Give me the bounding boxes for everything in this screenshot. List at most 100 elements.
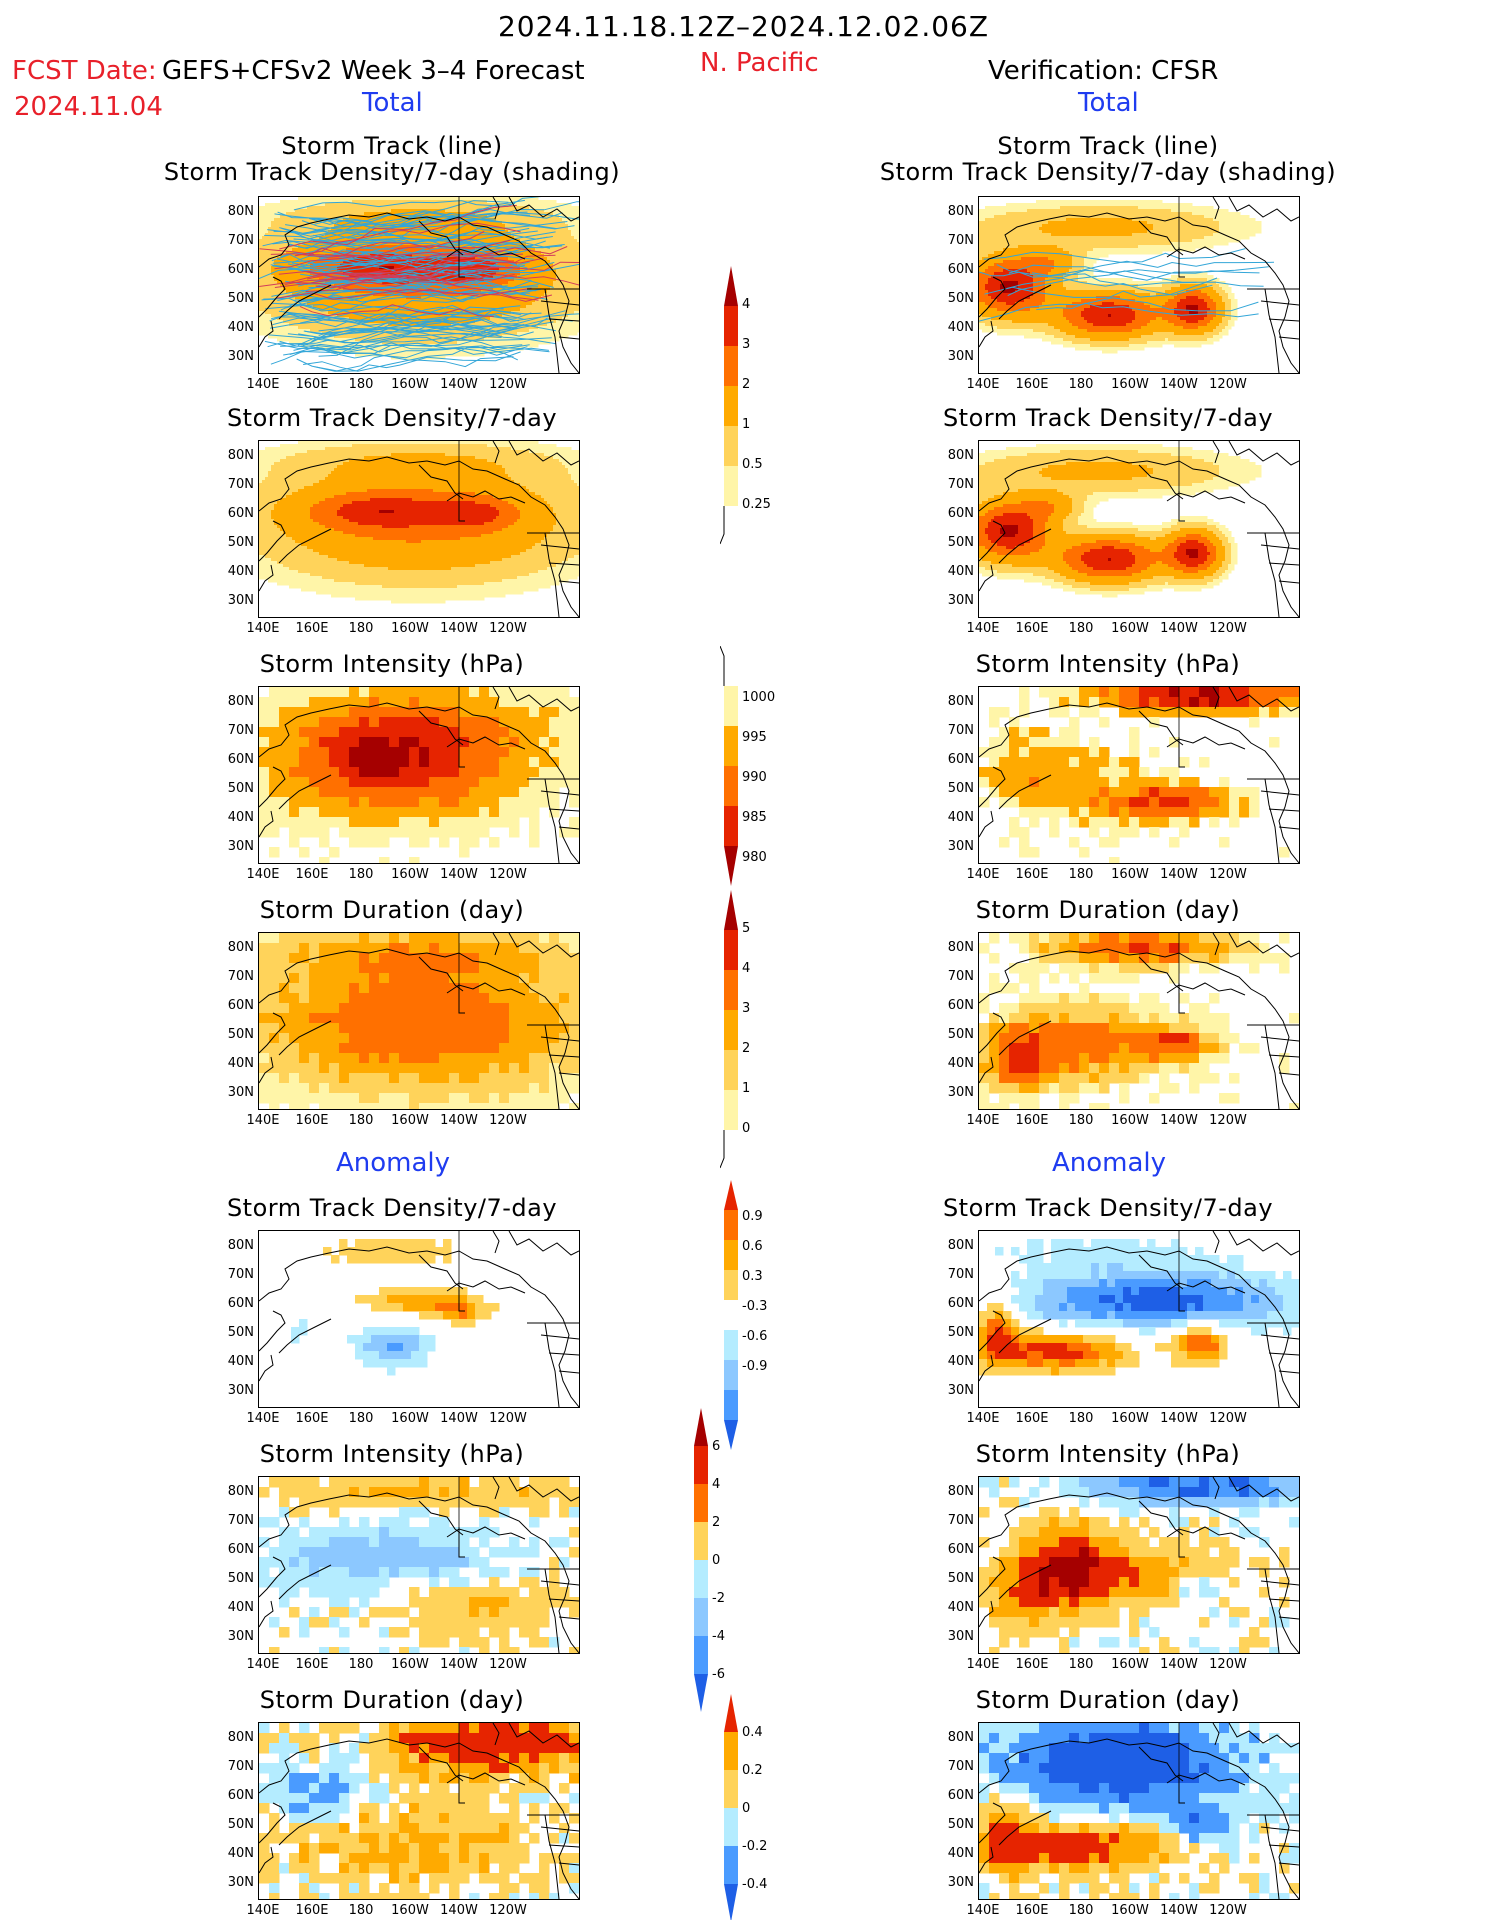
shade-cell (547, 320, 551, 324)
shade-cell (409, 245, 413, 249)
shade-cell (304, 200, 308, 204)
shade-cell (334, 305, 338, 309)
shade-cell (367, 335, 371, 339)
shade-cell (538, 293, 542, 297)
shade-cell (277, 221, 281, 225)
shade-cell (559, 296, 563, 300)
shade-cell (487, 260, 491, 264)
shade-cell (493, 287, 497, 291)
shade-cell (283, 206, 287, 210)
shade-cell (259, 326, 263, 330)
shade-cell (523, 200, 527, 204)
shade-cell (397, 287, 401, 291)
shade-cell (493, 272, 497, 276)
shade-cell (391, 260, 395, 264)
shade-cell (433, 314, 437, 318)
shade-cell (382, 245, 386, 249)
shade-cell (553, 284, 557, 288)
shade-cell (265, 206, 269, 210)
shade-cell (370, 257, 374, 261)
shade-cell (475, 323, 479, 327)
shade-cell (505, 314, 509, 318)
shade-cell (430, 236, 434, 240)
shade-cell (493, 221, 497, 225)
shade-cell (439, 302, 443, 306)
shade-cell (319, 323, 323, 327)
shade-cell (520, 308, 524, 312)
shade-cell (445, 308, 449, 312)
shade-cell (328, 257, 332, 261)
shade-cell (490, 275, 494, 279)
shade-cell (355, 209, 359, 213)
shade-cell (370, 314, 374, 318)
shade-cell (502, 230, 506, 234)
shade-cell (460, 299, 464, 303)
shade-cell (568, 203, 572, 207)
shade-cell (466, 224, 470, 228)
shade-cell (421, 230, 425, 234)
shade-cell (412, 212, 416, 216)
shade-cell (550, 332, 554, 336)
shade-cell (289, 248, 293, 252)
shade-cell (343, 242, 347, 246)
shade-cell (547, 215, 551, 219)
shade-cell (439, 242, 443, 246)
shade-cell (349, 215, 353, 219)
shade-cell (361, 317, 365, 321)
shade-cell (577, 260, 579, 264)
shade-cell (370, 296, 374, 300)
shade-cell (301, 218, 305, 222)
shade-cell (577, 290, 579, 294)
shade-cell (517, 329, 521, 333)
shade-cell (427, 221, 431, 225)
shade-cell (409, 197, 413, 201)
shade-cell (304, 239, 308, 243)
shade-cell (514, 197, 518, 201)
shade-cell (337, 305, 341, 309)
shade-cell (328, 212, 332, 216)
shade-cell (277, 206, 281, 210)
shade-cell (568, 224, 572, 228)
shade-cell (517, 197, 521, 201)
shade-cell (262, 224, 266, 228)
shade-cell (328, 326, 332, 330)
shade-cell (493, 197, 497, 201)
shade-cell (547, 218, 551, 222)
shade-cell (289, 200, 293, 204)
shade-cell (466, 233, 470, 237)
shade-cell (346, 293, 350, 297)
shade-cell (283, 323, 287, 327)
shade-cell (538, 299, 542, 303)
shade-cell (448, 329, 452, 333)
shade-cell (469, 281, 473, 285)
shade-cell (544, 233, 548, 237)
shade-cell (394, 206, 398, 210)
shade-cell (331, 311, 335, 315)
shade-cell (445, 269, 449, 273)
shade-cell (427, 308, 431, 312)
shade-cell (406, 203, 410, 207)
shade-cell (577, 254, 579, 258)
shade-cell (523, 206, 527, 210)
shade-cell (259, 275, 263, 279)
shade-cell (571, 308, 575, 312)
shade-cell (373, 236, 377, 240)
shade-cell (364, 269, 368, 273)
shade-cell (406, 197, 410, 201)
shade-cell (325, 251, 329, 255)
shade-cell (535, 332, 539, 336)
shade-cell (538, 302, 542, 306)
shade-cell (337, 332, 341, 336)
shade-cell (544, 227, 548, 231)
shade-cell (508, 224, 512, 228)
shade-cell (556, 248, 560, 252)
shade-cell (550, 257, 554, 261)
shade-cell (415, 227, 419, 231)
shade-cell (520, 275, 524, 279)
shade-cell (499, 290, 503, 294)
shade-cell (541, 230, 545, 234)
shade-cell (439, 221, 443, 225)
shade-cell (388, 296, 392, 300)
date-range-title: 2024.11.18.12Z–2024.12.02.06Z (0, 10, 1487, 43)
shade-cell (553, 239, 557, 243)
